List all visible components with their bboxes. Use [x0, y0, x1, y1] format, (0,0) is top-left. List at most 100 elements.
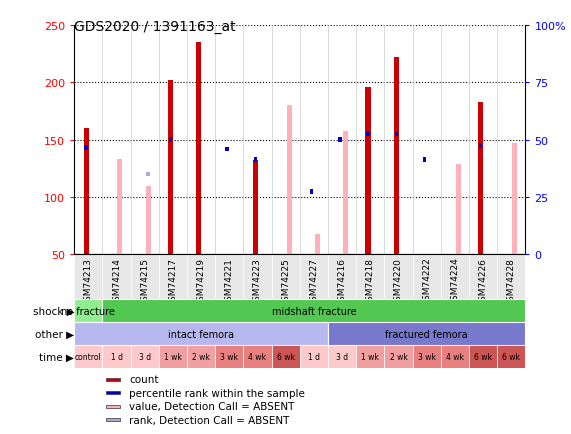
- Bar: [384, 345, 413, 368]
- Text: 1 d: 1 d: [308, 352, 320, 362]
- Bar: [356, 345, 384, 368]
- Text: midshaft fracture: midshaft fracture: [272, 306, 356, 316]
- Bar: [106, 391, 120, 394]
- Bar: [365, 88, 371, 255]
- Text: GSM74224: GSM74224: [451, 257, 459, 306]
- Bar: [74, 322, 328, 345]
- Bar: [196, 43, 202, 255]
- Text: GSM74228: GSM74228: [506, 257, 516, 306]
- Text: GSM74223: GSM74223: [253, 257, 262, 306]
- Bar: [423, 158, 426, 162]
- Bar: [393, 58, 399, 255]
- Bar: [85, 146, 88, 151]
- Text: GSM74215: GSM74215: [140, 257, 149, 306]
- Bar: [146, 172, 150, 177]
- Text: GDS2020 / 1391163_at: GDS2020 / 1391163_at: [74, 20, 236, 33]
- Text: GSM74216: GSM74216: [337, 257, 347, 306]
- Text: 3 wk: 3 wk: [417, 352, 436, 362]
- Text: percentile rank within the sample: percentile rank within the sample: [129, 388, 305, 398]
- Text: no fracture: no fracture: [62, 306, 115, 316]
- Text: 3 wk: 3 wk: [220, 352, 238, 362]
- Bar: [272, 345, 300, 368]
- Text: GSM74220: GSM74220: [394, 257, 403, 306]
- Text: 1 wk: 1 wk: [164, 352, 182, 362]
- Text: 1 wk: 1 wk: [361, 352, 379, 362]
- Text: value, Detection Call = ABSENT: value, Detection Call = ABSENT: [129, 401, 295, 411]
- Bar: [328, 255, 356, 300]
- Bar: [456, 164, 461, 255]
- Bar: [106, 418, 120, 421]
- Bar: [215, 255, 243, 300]
- Bar: [469, 255, 497, 300]
- Text: 4 wk: 4 wk: [248, 352, 267, 362]
- Bar: [469, 345, 497, 368]
- Text: 2 wk: 2 wk: [389, 352, 407, 362]
- Text: GSM74222: GSM74222: [422, 257, 431, 306]
- Text: 1 d: 1 d: [111, 352, 123, 362]
- Text: 6 wk: 6 wk: [502, 352, 520, 362]
- Bar: [367, 132, 369, 137]
- Bar: [83, 129, 89, 255]
- Bar: [74, 255, 102, 300]
- Bar: [287, 106, 292, 255]
- Text: count: count: [129, 375, 159, 385]
- Bar: [168, 81, 173, 255]
- Bar: [159, 345, 187, 368]
- Text: 2 wk: 2 wk: [192, 352, 210, 362]
- Text: 3 d: 3 d: [336, 352, 348, 362]
- Text: GSM74225: GSM74225: [281, 257, 290, 306]
- Bar: [131, 345, 159, 368]
- Bar: [243, 345, 272, 368]
- Text: GSM74226: GSM74226: [478, 257, 488, 306]
- Bar: [272, 255, 300, 300]
- Text: 4 wk: 4 wk: [446, 352, 464, 362]
- Text: GSM74218: GSM74218: [366, 257, 375, 306]
- Bar: [328, 345, 356, 368]
- Bar: [226, 147, 229, 152]
- Bar: [310, 190, 313, 194]
- Text: GSM74219: GSM74219: [196, 257, 206, 306]
- Bar: [74, 345, 102, 368]
- Bar: [343, 131, 348, 255]
- Bar: [118, 160, 122, 255]
- Bar: [441, 255, 469, 300]
- Bar: [384, 255, 413, 300]
- Bar: [356, 255, 384, 300]
- Text: other ▶: other ▶: [35, 329, 74, 339]
- Bar: [102, 255, 131, 300]
- Text: GSM74217: GSM74217: [168, 257, 178, 306]
- Bar: [441, 345, 469, 368]
- Bar: [253, 161, 258, 255]
- Bar: [328, 322, 525, 345]
- Bar: [106, 378, 120, 381]
- Bar: [169, 138, 172, 143]
- Bar: [413, 345, 441, 368]
- Bar: [512, 144, 517, 255]
- Text: GSM74214: GSM74214: [112, 257, 121, 306]
- Text: shock ▶: shock ▶: [33, 306, 74, 316]
- Text: fractured femora: fractured femora: [385, 329, 468, 339]
- Bar: [300, 345, 328, 368]
- Bar: [338, 138, 341, 143]
- Bar: [300, 255, 328, 300]
- Text: 3 d: 3 d: [139, 352, 151, 362]
- Text: rank, Detection Call = ABSENT: rank, Detection Call = ABSENT: [129, 415, 289, 425]
- Bar: [131, 255, 159, 300]
- Text: intact femora: intact femora: [168, 329, 234, 339]
- Bar: [479, 144, 482, 148]
- Bar: [74, 300, 102, 322]
- Bar: [187, 345, 215, 368]
- Text: GSM74227: GSM74227: [309, 257, 319, 306]
- Bar: [215, 345, 243, 368]
- Bar: [106, 405, 120, 408]
- Text: 6 wk: 6 wk: [277, 352, 295, 362]
- Text: GSM74213: GSM74213: [84, 257, 93, 306]
- Text: control: control: [75, 352, 102, 362]
- Text: 6 wk: 6 wk: [474, 352, 492, 362]
- Bar: [159, 255, 187, 300]
- Bar: [102, 345, 131, 368]
- Bar: [478, 103, 483, 255]
- Bar: [413, 255, 441, 300]
- Bar: [146, 186, 151, 255]
- Bar: [315, 234, 320, 255]
